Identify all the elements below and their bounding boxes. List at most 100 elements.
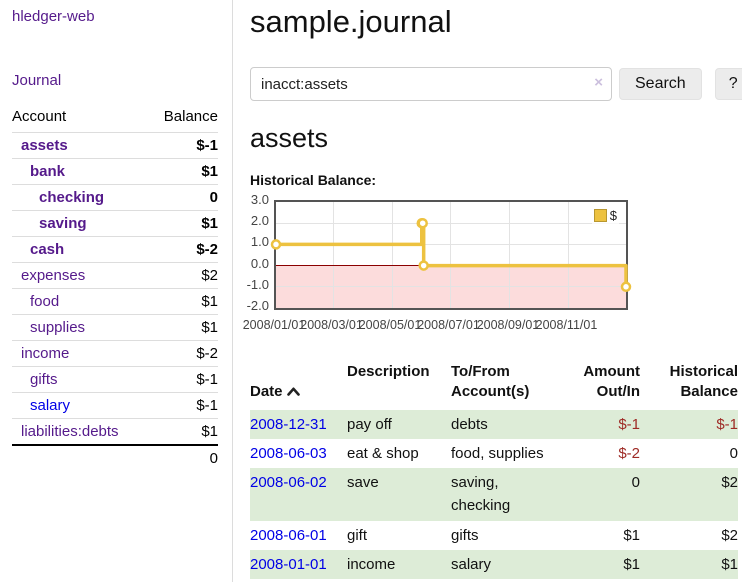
account-link-supplies[interactable]: supplies [30, 319, 86, 336]
account-balance: $1 [201, 293, 218, 310]
transaction-accounts: gifts [451, 526, 479, 544]
transaction-description: gift [347, 526, 368, 544]
transaction-date-link[interactable]: 2008-01-01 [250, 555, 327, 573]
transaction-description: eat & shop [347, 444, 419, 462]
account-row-supplies: supplies $1 [12, 314, 218, 341]
transaction-accounts: saving, checking [451, 474, 511, 515]
sidebar-item-journal[interactable]: Journal [12, 72, 62, 89]
balance-step-line [276, 221, 628, 287]
transaction-balance: $2 [721, 474, 738, 491]
accounts-balance-table: Account Balance assets $-1 bank $1 check… [12, 106, 218, 471]
clear-search-icon[interactable]: × [594, 74, 603, 91]
account-balance: 0 [209, 189, 218, 206]
account-heading: assets [250, 123, 329, 153]
legend-swatch-icon [593, 209, 607, 222]
chart-plot-area: $ [270, 200, 632, 310]
account-row-bank: bank $1 [12, 158, 218, 185]
account-balance: $1 [201, 215, 218, 232]
register-header-accounts: To/From Account(s) [451, 363, 530, 401]
register-header-amount: Amount Out/In [583, 363, 640, 401]
transaction-date-link[interactable]: 2008-06-03 [250, 444, 327, 462]
search-bar: × Search ? [250, 67, 742, 101]
accounts-total-row: 0 [12, 445, 218, 471]
data-point-marker [620, 281, 632, 293]
sidebar: hledger-web Journal Account Balance asse… [0, 0, 233, 582]
transaction-amount: $-1 [618, 415, 640, 433]
app-brand-link[interactable]: hledger-web [12, 8, 95, 25]
x-axis-tick-label: 2008/09/01 [476, 318, 540, 332]
chart-section-label: Historical Balance: [250, 172, 377, 188]
account-link-income[interactable]: income [21, 345, 70, 362]
x-axis-tick-label: 2008/03/01 [300, 318, 363, 332]
accounts-total-value: 0 [209, 450, 218, 467]
register-header-row: Date Description To/From Account(s) Amou… [250, 360, 738, 410]
account-link-food[interactable]: food [30, 293, 60, 310]
data-point-marker [417, 217, 428, 229]
chart-legend: $ [591, 207, 619, 224]
account-row-salary: salary $-1 [12, 392, 218, 419]
transaction-date-link[interactable]: 2008-12-31 [250, 415, 327, 433]
account-link-expenses[interactable]: expenses [21, 267, 86, 284]
account-row-expenses: expenses $2 [12, 262, 218, 289]
gridline [391, 202, 393, 308]
gridline [333, 202, 335, 308]
register-row: 2008-06-01 gift gifts $1 $2 [250, 521, 738, 550]
y-axis-tick-label: 2.0 [250, 213, 269, 229]
x-axis-tick-label: 2008/07/01 [417, 318, 480, 332]
account-link-gifts[interactable]: gifts [30, 371, 58, 388]
transaction-description: save [347, 474, 379, 491]
transaction-balance: $1 [721, 555, 738, 573]
account-balance: $1 [201, 423, 218, 440]
legend-label: $ [609, 208, 617, 223]
account-link-bank[interactable]: bank [30, 163, 66, 180]
gridline [509, 202, 511, 308]
register-row: 2008-06-02 save saving, checking 0 $2 [250, 468, 738, 521]
help-button[interactable]: ? [714, 68, 742, 100]
sort-ascending-icon [286, 382, 300, 402]
register-header-balance: Historical Balance [669, 363, 738, 401]
y-axis-tick-label: -2.0 [246, 298, 269, 313]
main-content: sample.journal × Search ? assets Histori… [233, 0, 742, 582]
gridline [450, 202, 452, 308]
account-balance: $-2 [196, 241, 218, 258]
account-balance: $-1 [196, 397, 218, 414]
chart-x-axis: 2008/01/01 2008/03/01 2008/05/01 2008/07/01… [243, 316, 632, 336]
y-axis-tick-label: 0.0 [250, 255, 269, 271]
transaction-amount: $1 [623, 526, 640, 544]
account-link-assets[interactable]: assets [21, 137, 68, 154]
transaction-balance: 0 [729, 444, 738, 462]
search-input[interactable] [250, 67, 612, 101]
accounts-header-account: Account [12, 108, 67, 125]
transaction-amount: $-2 [618, 444, 640, 462]
account-link-cash[interactable]: cash [30, 241, 65, 258]
balance-line-series [270, 217, 632, 293]
register-table: Date Description To/From Account(s) Amou… [250, 360, 738, 579]
data-point-marker [270, 239, 282, 250]
transaction-description: pay off [347, 415, 392, 433]
historical-balance-chart: 3.0 2.0 1.0 0.0 -1.0 -2.0 $ 2008/01/01 2008/03… [243, 192, 742, 340]
account-balance: $-1 [196, 371, 218, 388]
sidebar-nav: Journal [12, 72, 218, 90]
x-axis-tick-label: 2008/01/01 [242, 318, 306, 332]
account-row-liabilities-debts: liabilities:debts $1 [12, 418, 218, 446]
account-link-checking[interactable]: checking [39, 189, 105, 206]
chart-y-axis: 3.0 2.0 1.0 0.0 -1.0 -2.0 [246, 192, 274, 314]
register-header-date[interactable]: Date [250, 360, 347, 410]
transaction-date-link[interactable]: 2008-06-02 [250, 474, 327, 491]
account-row-saving: saving $1 [12, 210, 218, 237]
y-axis-tick-label: 3.0 [250, 192, 269, 207]
register-header-description: Description [347, 363, 430, 380]
transaction-accounts: food, supplies [451, 444, 544, 462]
transaction-date-link[interactable]: 2008-06-01 [250, 526, 327, 544]
y-axis-tick-label: 1.0 [250, 234, 269, 250]
account-link-liabilities-debts[interactable]: liabilities:debts [21, 423, 119, 440]
account-row-income: income $-2 [12, 340, 218, 367]
account-link-saving[interactable]: saving [39, 215, 87, 232]
account-balance: $2 [201, 267, 218, 284]
transaction-amount: $1 [623, 555, 640, 573]
account-link-salary[interactable]: salary [30, 397, 71, 414]
accounts-header-balance: Balance [163, 108, 218, 125]
page-title: sample.journal [250, 4, 452, 39]
search-button[interactable]: Search [619, 68, 702, 100]
